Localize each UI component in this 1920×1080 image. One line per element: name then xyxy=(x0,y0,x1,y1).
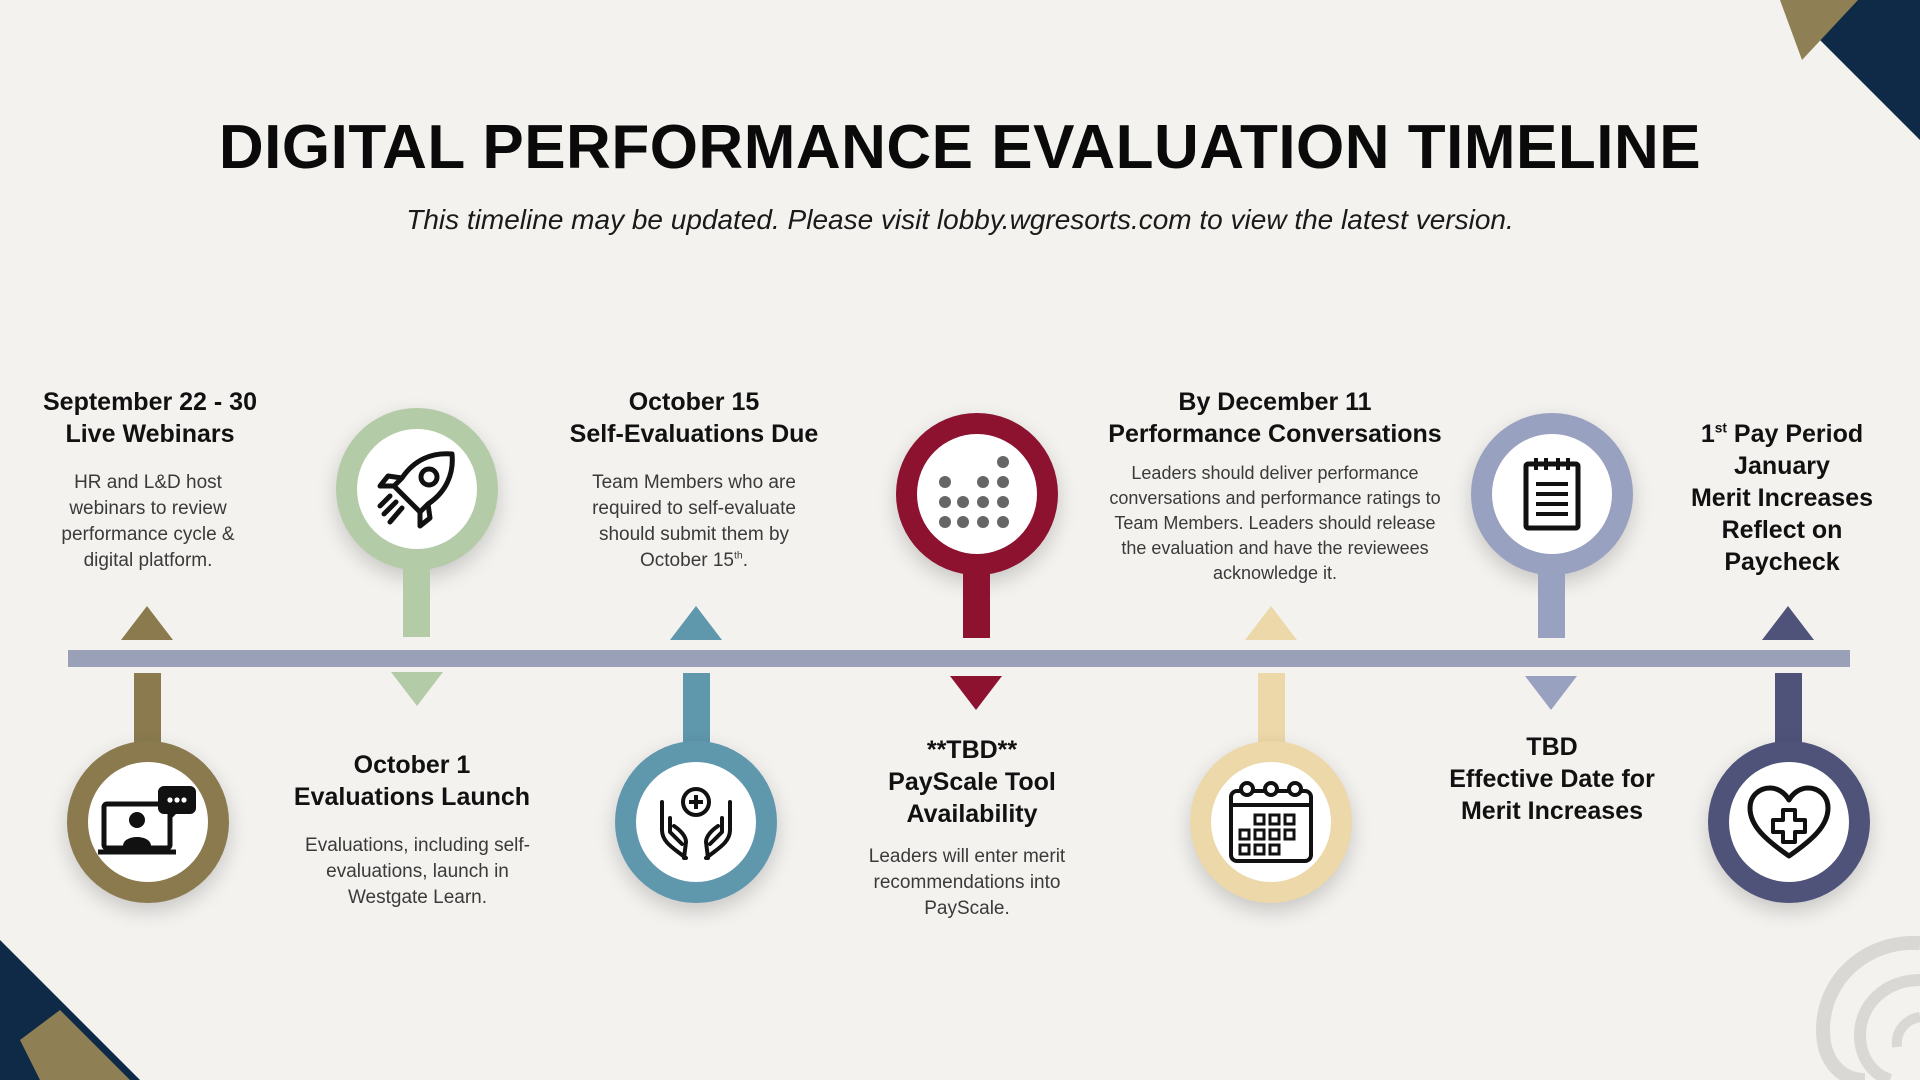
milestone-5-arrow xyxy=(1245,606,1297,640)
milestone-1-name: Live Webinars xyxy=(65,420,235,448)
hands-care-icon xyxy=(660,787,732,860)
milestone-1-circle xyxy=(67,741,229,903)
milestone-7-line3: Merit Increases xyxy=(1690,484,1874,512)
page-subtitle: This timeline may be updated. Please vis… xyxy=(406,204,1514,235)
milestone-4-circle xyxy=(896,413,1058,575)
milestone-1-label: September 22 - 30 Live Webinars xyxy=(20,386,280,450)
milestone-3-description-text: Team Members who are required to self-ev… xyxy=(592,472,796,571)
milestone-2-stem xyxy=(403,565,430,637)
milestone-1-arrow xyxy=(121,606,173,640)
rocket-icon xyxy=(377,451,455,529)
milestone-2-arrow xyxy=(391,672,443,706)
heart-plus-icon xyxy=(1747,785,1831,859)
milestone-7-date: 1st Pay Period xyxy=(1672,418,1892,450)
swirl-watermark xyxy=(1815,935,1920,1080)
milestone-3-description-sup: th xyxy=(734,550,743,562)
timeline-bar xyxy=(68,650,1850,667)
milestone-2-label: October 1 Evaluations Launch xyxy=(282,749,542,813)
calendar-icon xyxy=(1229,781,1313,863)
milestone-4-description: Leaders will enter merit recommendations… xyxy=(868,846,1066,919)
milestone-3-label: October 15 Self-Evaluations Due xyxy=(548,386,840,450)
dot-chart-icon xyxy=(939,456,1009,528)
milestone-5-stem xyxy=(1258,673,1285,748)
bottom-left-corner-decoration xyxy=(0,940,140,1080)
milestone-1-stem xyxy=(134,673,161,748)
milestone-6-arrow xyxy=(1525,676,1577,710)
milestone-5-label: By December 11 Performance Conversations xyxy=(1090,386,1460,450)
milestone-7-date-rest: Pay Period xyxy=(1726,420,1864,448)
page-title: DIGITAL PERFORMANCE EVALUATION TIMELINE xyxy=(218,113,1702,182)
milestone-7-line5: Paycheck xyxy=(1724,548,1840,576)
milestone-3-description-end: . xyxy=(742,550,748,571)
milestone-7-line2: January xyxy=(1734,452,1830,480)
milestone-6-name-line2: Merit Increases xyxy=(1460,797,1644,825)
top-right-corner-decoration xyxy=(1780,0,1920,140)
milestone-5-circle xyxy=(1190,741,1352,903)
milestone-3-circle xyxy=(615,741,777,903)
milestone-2-name: Evaluations Launch xyxy=(293,783,531,811)
milestone-7-date-sup: st xyxy=(1714,420,1727,436)
milestone-7-date-num: 1 xyxy=(1700,420,1715,448)
milestone-6-name-line1: Effective Date for xyxy=(1449,765,1655,793)
milestone-4-arrow xyxy=(950,676,1002,710)
milestone-1-date: September 22 - 30 xyxy=(43,388,257,416)
milestone-3-date: October 15 xyxy=(628,388,760,416)
milestone-6-stem xyxy=(1538,570,1565,638)
milestone-5-name: Performance Conversations xyxy=(1108,420,1442,448)
milestone-4-name-line2: Availability xyxy=(906,800,1038,828)
milestone-6-circle xyxy=(1471,413,1633,575)
milestone-4-label: **TBD** PayScale Tool Availability xyxy=(842,734,1102,830)
milestone-4-stem xyxy=(963,570,990,638)
milestone-1-description: HR and L&D host webinars to review perfo… xyxy=(61,472,235,571)
milestone-5-date: By December 11 xyxy=(1178,388,1372,416)
milestone-3-stem xyxy=(683,673,710,748)
notepad-icon xyxy=(1523,458,1581,531)
milestone-7-label: 1st Pay Period January Merit Increases R… xyxy=(1672,418,1892,578)
milestone-3-description: Team Members who are required to self-ev… xyxy=(578,470,810,574)
video-call-icon xyxy=(98,786,196,855)
milestone-7-stem xyxy=(1775,673,1802,748)
milestone-6-label: TBD Effective Date for Merit Increases xyxy=(1422,731,1682,827)
milestone-5-description: Leaders should deliver performance conve… xyxy=(1109,463,1441,583)
milestone-6-date: TBD xyxy=(1526,733,1578,761)
milestone-3-arrow xyxy=(670,606,722,640)
milestone-2-circle xyxy=(336,408,498,570)
milestone-4-date: **TBD** xyxy=(926,736,1018,764)
milestone-4-name-line1: PayScale Tool xyxy=(888,768,1056,796)
milestone-2-date: October 1 xyxy=(353,751,471,779)
milestone-7-line4: Reflect on xyxy=(1721,516,1843,544)
milestone-7-circle xyxy=(1708,741,1870,903)
milestone-7-arrow xyxy=(1762,606,1814,640)
milestone-2-description: Evaluations, including self-evaluations,… xyxy=(305,835,530,908)
milestone-3-name: Self-Evaluations Due xyxy=(569,420,819,448)
